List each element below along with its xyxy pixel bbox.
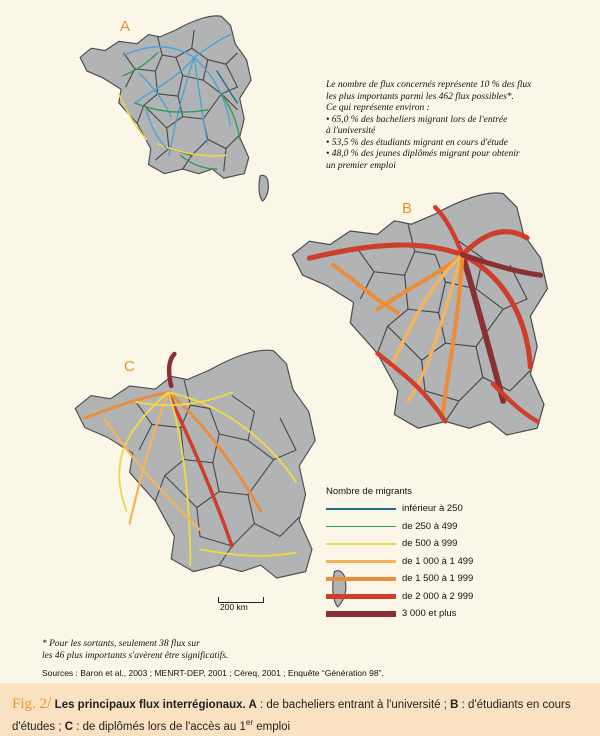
legend-swatch — [326, 508, 396, 510]
legend-label: inférieur à 250 — [402, 503, 463, 514]
figure-slash: / — [47, 695, 52, 712]
caption-text-c: : de diplômés lors de l'accès au 1 — [73, 720, 246, 733]
map-a — [79, 15, 269, 202]
legend-swatch — [326, 576, 396, 582]
caption-key-c: C — [64, 720, 74, 733]
note-line: à l'université — [326, 126, 376, 136]
note-line: • 53,5 % des étudiants migrant en cours … — [326, 137, 508, 148]
note-line: • 48,0 % des jeunes diplômés migrant pou… — [326, 149, 520, 159]
legend-swatch — [326, 610, 396, 618]
legend-title: Nombre de migrants — [326, 486, 413, 497]
legend-label: de 500 à 999 — [402, 538, 458, 549]
legend-item: de 2 000 à 2 999 — [326, 589, 576, 607]
legend-swatch — [326, 559, 396, 564]
map-c — [74, 349, 347, 608]
figure-number: Fig. 2 — [12, 696, 48, 712]
sources: Sources : Baron et al., 2003 ; MENRT-DEP… — [42, 668, 384, 678]
legend-label: de 1 500 à 1 999 — [402, 573, 474, 584]
legend: Nombre de migrants inférieur à 250 de 250… — [326, 486, 576, 624]
legend-swatch — [326, 543, 396, 545]
legend-label: 3 000 et plus — [402, 608, 457, 619]
figure-area: A B C Le nombre de flux concernés représ… — [42, 15, 576, 678]
legend-item: de 500 à 999 — [326, 536, 576, 554]
note-line: Ce qui représente environ : — [326, 103, 430, 113]
caption-title: Les principaux flux interrégionaux. — [51, 699, 249, 711]
legend-item: 3 000 et plus — [326, 606, 576, 624]
legend-item: de 250 à 499 — [326, 519, 576, 537]
caption-end: emploi — [253, 720, 291, 733]
legend-item: de 1 500 à 1 999 — [326, 571, 576, 589]
caption-text-a: : de bacheliers entrant à l'université ; — [256, 699, 451, 711]
note-line: un premier emploi — [326, 160, 396, 171]
legend-item: de 1 000 à 1 499 — [326, 554, 576, 572]
panel-label-b: B — [402, 200, 413, 217]
maps-svg — [74, 15, 549, 608]
caption-superscript: er — [245, 718, 254, 727]
legend-swatch — [326, 525, 396, 528]
scale-label: 200 km — [220, 602, 248, 612]
footnote: * Pour les sortants, seulement 38 flux s… — [42, 638, 228, 662]
map-b — [291, 192, 549, 436]
caption-bar: Fig. 2/ Les principaux flux interrégiona… — [0, 683, 600, 736]
note-line: • 65,0 % des bacheliers migrant lors de … — [326, 114, 508, 125]
legend-label: de 1 000 à 1 499 — [402, 555, 474, 567]
note-line: Le nombre de flux concernés représente 1… — [326, 80, 532, 90]
caption-text: Fig. 2/ Les principaux flux interrégiona… — [12, 695, 592, 736]
caption-key-a: A — [248, 699, 257, 711]
footnote-line-1: * Pour les sortants, seulement 38 flux s… — [42, 639, 200, 649]
legend-label: de 2 000 à 2 999 — [402, 590, 474, 602]
footnote-line-2: les 46 plus importants s'avèrent être si… — [42, 651, 229, 661]
panel-label-c: C — [124, 358, 135, 375]
caption-key-b: B — [450, 699, 459, 711]
legend-swatch — [326, 593, 396, 600]
legend-label: de 250 à 499 — [402, 520, 458, 532]
caption-text-b: : d'étudiants en cours d'études ; — [12, 699, 571, 733]
scale-bar — [218, 597, 264, 603]
legend-item: inférieur à 250 — [326, 501, 576, 519]
note-a: Le nombre de flux concernés représente 1… — [326, 80, 531, 172]
panel-label-a: A — [120, 18, 131, 35]
note-line: les plus importants parmi les 462 flux p… — [326, 91, 514, 102]
